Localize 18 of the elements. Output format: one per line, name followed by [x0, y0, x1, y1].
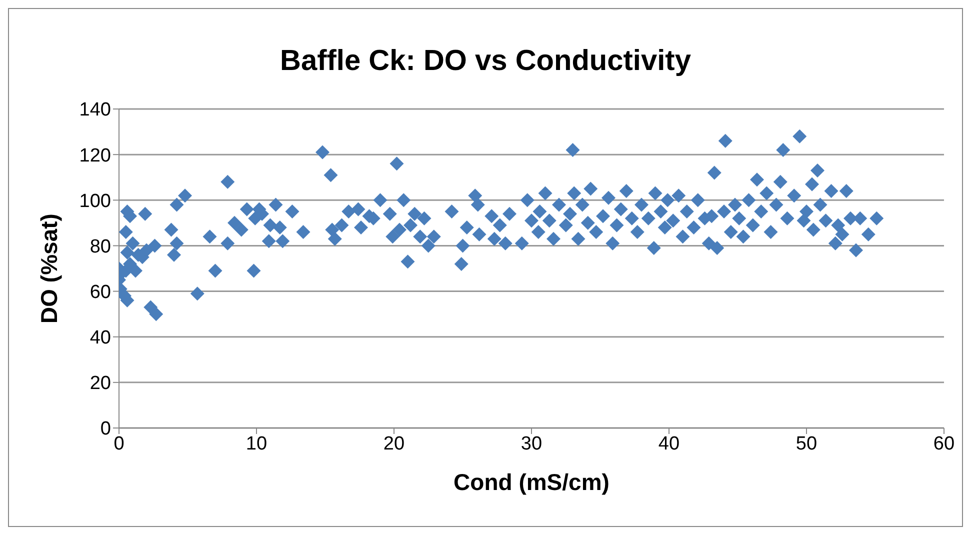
y-tick-label: 140 [79, 100, 111, 121]
x-tick-label: 40 [658, 433, 680, 454]
x-tick-label: 30 [520, 433, 542, 454]
chart-title: Baffle Ck: DO vs Conductivity [279, 45, 692, 78]
y-tick-label: 120 [79, 145, 111, 166]
y-tick-label: 100 [79, 190, 111, 212]
x-tick-label: 20 [383, 433, 405, 454]
x-axis-title: Cond (mS/cm) [454, 469, 610, 495]
x-tick-label: 50 [796, 433, 818, 454]
y-tick-label: 80 [90, 236, 111, 258]
x-tick-label: 0 [114, 433, 124, 454]
y-tick-label: 60 [90, 282, 111, 304]
x-tick-label: 10 [246, 433, 268, 454]
y-tick-label: 20 [90, 373, 111, 394]
y-tick-label: 0 [100, 418, 111, 440]
x-tick-label: 60 [933, 433, 955, 454]
y-axis-title: DO (%sat) [36, 214, 62, 324]
y-tick-label: 40 [90, 328, 111, 349]
